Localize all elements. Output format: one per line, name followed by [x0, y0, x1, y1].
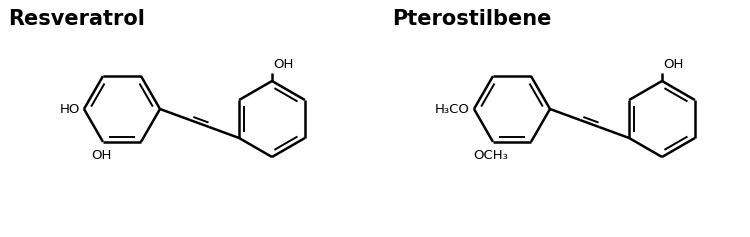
Text: Resveratrol: Resveratrol	[8, 9, 145, 29]
Text: HO: HO	[60, 102, 80, 115]
Text: H₃CO: H₃CO	[435, 102, 470, 115]
Text: OH: OH	[663, 58, 683, 71]
Text: OCH₃: OCH₃	[473, 149, 508, 162]
Text: OH: OH	[273, 58, 293, 71]
Text: Pterostilbene: Pterostilbene	[392, 9, 551, 29]
Text: OH: OH	[91, 149, 111, 162]
